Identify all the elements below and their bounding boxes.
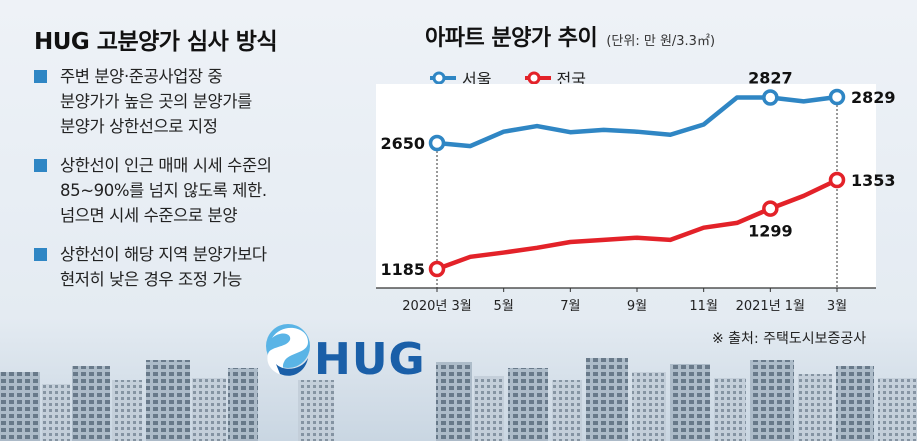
source-note: ※ 출처: 주택도시보증공사 [712,331,867,347]
data-label: 1185 [380,260,425,279]
bullet-item: 상한선이 인근 매매 시세 수준의 85~90%를 넘지 않도록 제한. 넘으면… [34,153,354,228]
hug-swirl-logo-icon [266,324,310,376]
bullet-line: 분양가 상한선으로 지정 [60,117,218,136]
x-tick-label: 7월 [560,299,580,314]
data-label: 2827 [748,69,793,88]
x-tick-label: 2021년 1월 [736,299,805,314]
data-point-marker [428,134,446,152]
left-panel-title: HUG 고분양가 심사 방식 [34,29,278,55]
x-tick-label: 5월 [494,299,514,314]
bullet-line: 분양가가 높은 곳의 분양가를 [60,92,252,111]
chart-title: 아파트 분양가 추이 (단위: 만 원/3.3㎡) [425,20,715,52]
bullet-item: 주변 분양·준공사업장 중 분양가가 높은 곳의 분양가를 분양가 상한선으로 … [34,64,354,139]
bullet-list: 주변 분양·준공사업장 중 분양가가 높은 곳의 분양가를 분양가 상한선으로 … [34,64,354,306]
square-bullet-icon [34,248,47,261]
hug-logo: HUG [266,324,426,385]
x-tick-label: 3월 [827,299,847,314]
bullet-line: 주변 분양·준공사업장 중 [60,67,223,86]
data-point-marker [428,260,446,278]
square-bullet-icon [34,70,47,83]
chart-unit: (단위: 만 원/3.3㎡) [606,34,716,49]
data-label: 1353 [851,171,896,190]
legend-line-marker-icon [430,71,456,85]
square-bullet-icon [34,159,47,172]
left-panel: HUG 고분양가 심사 방식 주변 분양·준공사업장 중 분양가가 높은 곳의 … [0,0,360,441]
plot-area [376,84,876,288]
data-label: 1299 [748,222,793,241]
bullet-line: 넘으면 시세 수준으로 분양 [60,206,238,225]
x-tick-label: 9월 [627,299,647,314]
data-point-marker [762,200,779,217]
data-label: 2829 [851,88,896,107]
data-point-marker [762,89,779,106]
logo-text: HUG [314,334,426,385]
bullet-line: 상한선이 인근 매매 시세 수준의 [60,156,272,175]
chart-title-text: 아파트 분양가 추이 [425,26,598,51]
bullet-line: 85~90%를 넘지 않도록 제한. [60,181,267,200]
data-point-marker [828,171,846,189]
bullet-item: 상한선이 해당 지역 분양가보다 현저히 낮은 경우 조정 가능 [34,242,354,292]
x-tick-label: 2020년 3월 [402,299,471,314]
data-point-marker [828,88,846,106]
bullet-line: 현저히 낮은 경우 조정 가능 [60,270,242,289]
data-label: 2650 [380,134,425,153]
bullet-line: 상한선이 해당 지역 분양가보다 [60,245,267,264]
x-tick-label: 11월 [689,299,718,314]
legend-line-marker-icon [524,71,551,85]
